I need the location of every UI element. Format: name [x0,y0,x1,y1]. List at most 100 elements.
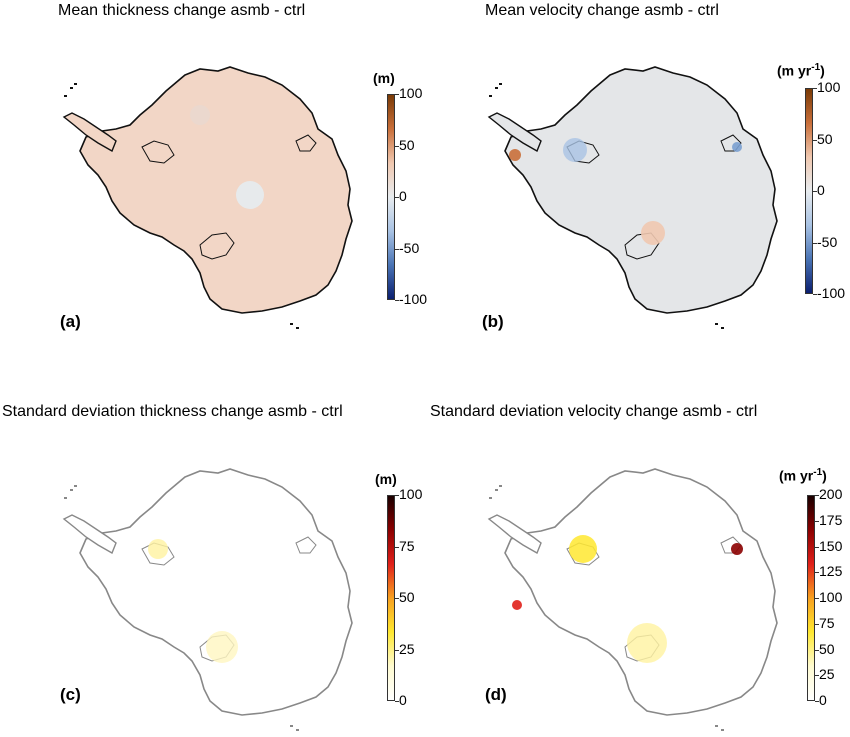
island-speck [290,725,293,727]
island-speck [64,95,67,97]
anomaly-patch [509,149,521,161]
colorbar-tick-mark [395,649,399,651]
colorbar-tick-mark [813,294,817,295]
anomaly-patch [627,623,667,663]
continent-outline [504,66,778,314]
island-speck [296,327,299,329]
colorbar-tick-label: 25 [819,666,835,683]
island-speck [74,83,77,85]
panel-a: Mean thickness change asmb - ctrl (m) 10… [0,0,428,367]
island-speck [70,87,73,89]
colorbar-tick-mark [815,546,819,548]
colorbar-gradient [387,94,395,300]
colorbar-tick-label: 100 [399,486,423,502]
panel-title: Mean velocity change asmb - ctrl [485,2,719,19]
colorbar-tick-label: 100 [817,79,841,95]
ice-shelf-outline [624,232,660,260]
peninsula-outline [487,112,542,153]
colorbar-unit: (m) [375,471,397,487]
panel-label: (c) [60,685,81,704]
colorbar-tick-label: 125 [819,563,843,580]
continent-outline [504,468,778,716]
colorbar-tick-label: 50 [399,136,415,153]
panel-title: Mean thickness change asmb - ctrl [58,2,306,19]
ice-shelf-outline [199,232,235,260]
anomaly-patch [512,600,522,610]
colorbar-tick-label: 0 [399,188,407,204]
colorbar: (m yr-1) 200 175 150 125 100 75 50 25 0 [777,467,850,717]
island-speck [721,327,724,329]
colorbar-gradient [807,495,815,701]
island-speck [70,489,73,491]
antarctica-map [62,66,353,329]
colorbar-tick-label: 100 [819,589,843,605]
colorbar-tick-mark [395,145,399,147]
peninsula-outline [487,514,542,555]
island-speck [489,95,492,97]
island-speck [290,323,293,325]
colorbar: (m) 100 50 0 -50 -100 [345,70,428,310]
colorbar: (m yr-1) 100 50 0 -50 -100 [777,62,850,302]
colorbar-tick-label: 50 [819,640,835,657]
anomaly-patch [236,181,264,209]
colorbar-tick-label: -50 [817,233,838,250]
colorbar-tick-label: 200 [819,486,843,502]
panel-b: Mean velocity change asmb - ctrl (m yr-1… [425,0,850,367]
colorbar: (m) 100 75 50 25 0 [345,471,425,711]
colorbar-tick-label: 0 [817,182,825,198]
antarctica-map [487,66,778,329]
colorbar-tick-label: 0 [399,692,407,708]
anomaly-patch [148,539,168,559]
island-speck [495,87,498,89]
colorbar-tick-mark [815,572,819,574]
island-speck [64,497,67,499]
island-speck [74,485,77,487]
continent-outline [79,66,353,314]
panel-label: (a) [60,312,81,331]
island-speck [489,497,492,499]
anomaly-patch [641,221,665,245]
colorbar-tick-label: -100 [817,285,846,301]
colorbar-gradient [805,88,813,294]
colorbar-tick-mark [395,598,399,599]
panel-c: Standard deviation thickness change asmb… [0,367,425,734]
peninsula-outline [62,112,117,153]
colorbar-unit: (m) [373,70,395,86]
ice-shelf-outline [295,134,317,152]
panel-label: (d) [485,685,507,704]
colorbar-tick-label: -100 [399,291,428,307]
anomaly-patch [569,535,597,563]
colorbar-tick-label: -50 [399,239,420,256]
anomaly-patch [563,138,587,162]
island-speck [296,729,299,731]
anomaly-patch [731,543,743,555]
colorbar-tick-mark [395,248,399,250]
colorbar-unit: (m yr-1) [777,62,825,79]
panel-title: Standard deviation thickness change asmb… [2,403,343,420]
island-speck [721,729,724,731]
anomaly-patch [206,631,238,663]
colorbar-tick-mark [813,242,817,244]
colorbar-tick-label: 75 [819,614,835,631]
colorbar-tick-mark [815,675,819,677]
colorbar-tick-label: 175 [819,511,843,528]
colorbar-tick-mark [813,139,817,141]
colorbar-tick-mark [815,598,819,599]
colorbar-tick-mark [395,197,399,198]
anomaly-patch [732,142,742,152]
colorbar-tick-label: 25 [399,640,415,657]
colorbar-tick-mark [395,495,399,496]
colorbar-tick-label: 75 [399,537,415,554]
ice-shelf-outline [295,536,317,554]
island-speck [715,725,718,727]
continent-outline [79,468,353,716]
antarctica-map [62,468,353,731]
anomaly-patch [190,105,210,125]
island-speck [715,323,718,325]
panel-label: (b) [482,312,504,331]
colorbar-tick-mark [815,649,819,651]
colorbar-tick-mark [395,546,399,548]
colorbar-tick-label: 50 [817,130,833,147]
colorbar-tick-label: 100 [399,85,423,101]
colorbar-gradient [387,495,395,701]
